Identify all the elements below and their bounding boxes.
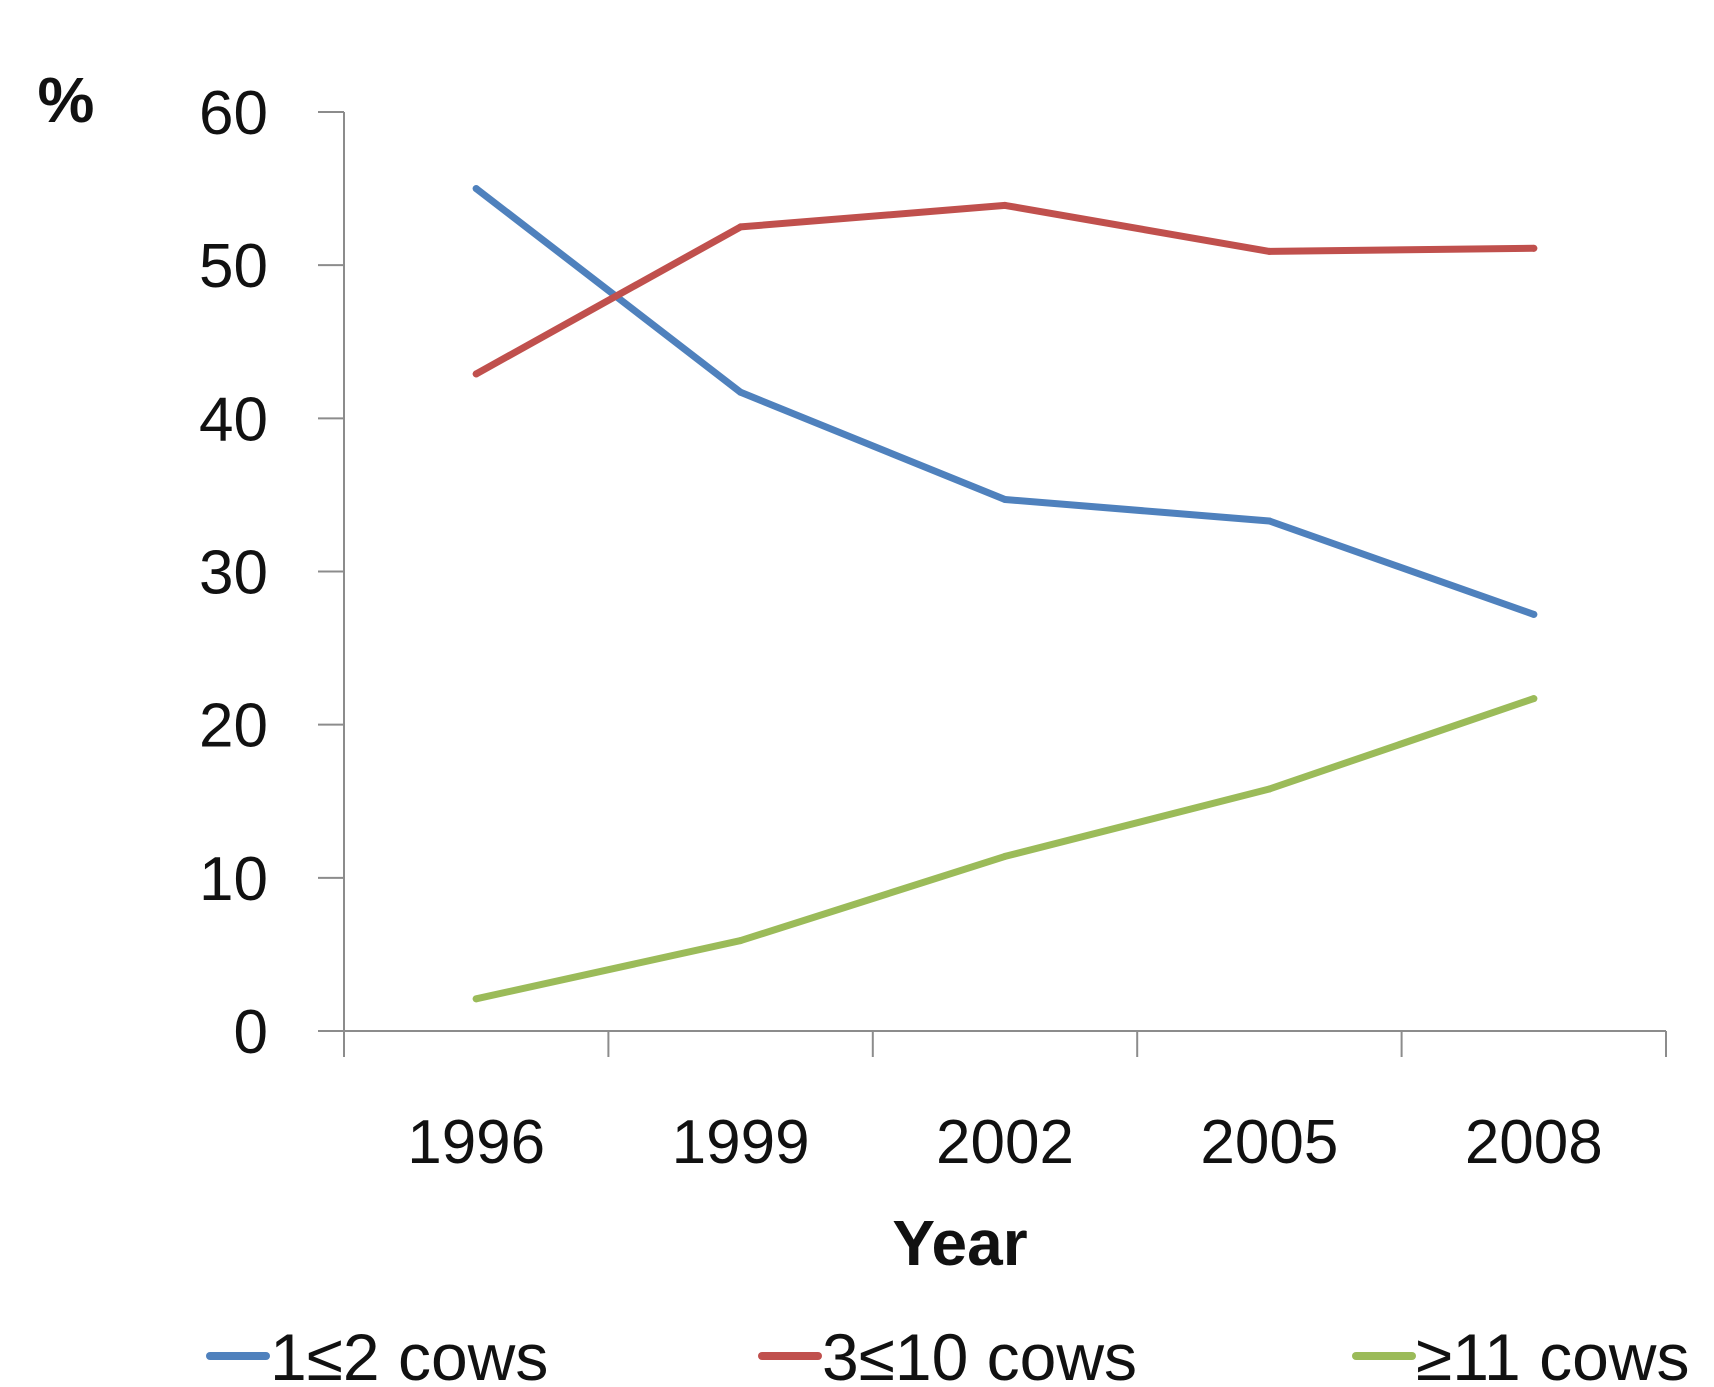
data-point [472, 185, 480, 193]
legend-label: 3≤10 cows [822, 1320, 1137, 1382]
data-point [737, 388, 745, 396]
series-line-2 [472, 201, 1538, 378]
data-point [472, 370, 480, 378]
y-tick-label: 20 [199, 692, 268, 761]
data-point [1001, 201, 1009, 209]
y-tick-label: 60 [199, 79, 268, 148]
data-point [1265, 247, 1273, 255]
y-tick-label: 40 [199, 385, 268, 454]
x-tick-label: 2005 [1200, 1108, 1338, 1177]
legend-label: 1≤2 cows [270, 1320, 548, 1382]
axes: 0 10 20 30 40 50 60 1996 1999 2002 2005 2008 [199, 79, 1667, 1177]
x-tick-label: 1996 [407, 1108, 545, 1177]
series-line-3 [472, 695, 1538, 1003]
y-tick-label: 30 [199, 539, 268, 608]
legend-label: ≥11 cows [1416, 1320, 1689, 1382]
y-tick-label: 50 [199, 232, 268, 301]
data-point [1530, 695, 1538, 703]
data-point [472, 995, 480, 1003]
data-point [1530, 244, 1538, 252]
y-tick-label: 10 [199, 845, 268, 914]
legend-item-3: ≥11 cows [1352, 1320, 1689, 1387]
y-axis-title: % [38, 64, 95, 136]
x-tick-label: 2008 [1465, 1108, 1603, 1177]
data-point [1265, 785, 1273, 793]
data-point [1001, 496, 1009, 504]
data-point [737, 223, 745, 231]
y-tick-label: 0 [234, 998, 268, 1067]
legend-item-2: 3≤10 cows [758, 1320, 1137, 1387]
data-point [1265, 517, 1273, 525]
x-tick-label: 1999 [672, 1108, 810, 1177]
series-lines [472, 185, 1538, 1003]
data-point [737, 937, 745, 945]
data-point [1530, 610, 1538, 618]
legend-item-1: 1≤2 cows [206, 1320, 548, 1387]
data-point [1001, 852, 1009, 860]
x-tick-label: 2002 [936, 1108, 1074, 1177]
x-axis-title: Year [892, 1207, 1027, 1279]
legend: 1≤2 cows 3≤10 cows ≥11 cows [206, 1320, 1689, 1387]
